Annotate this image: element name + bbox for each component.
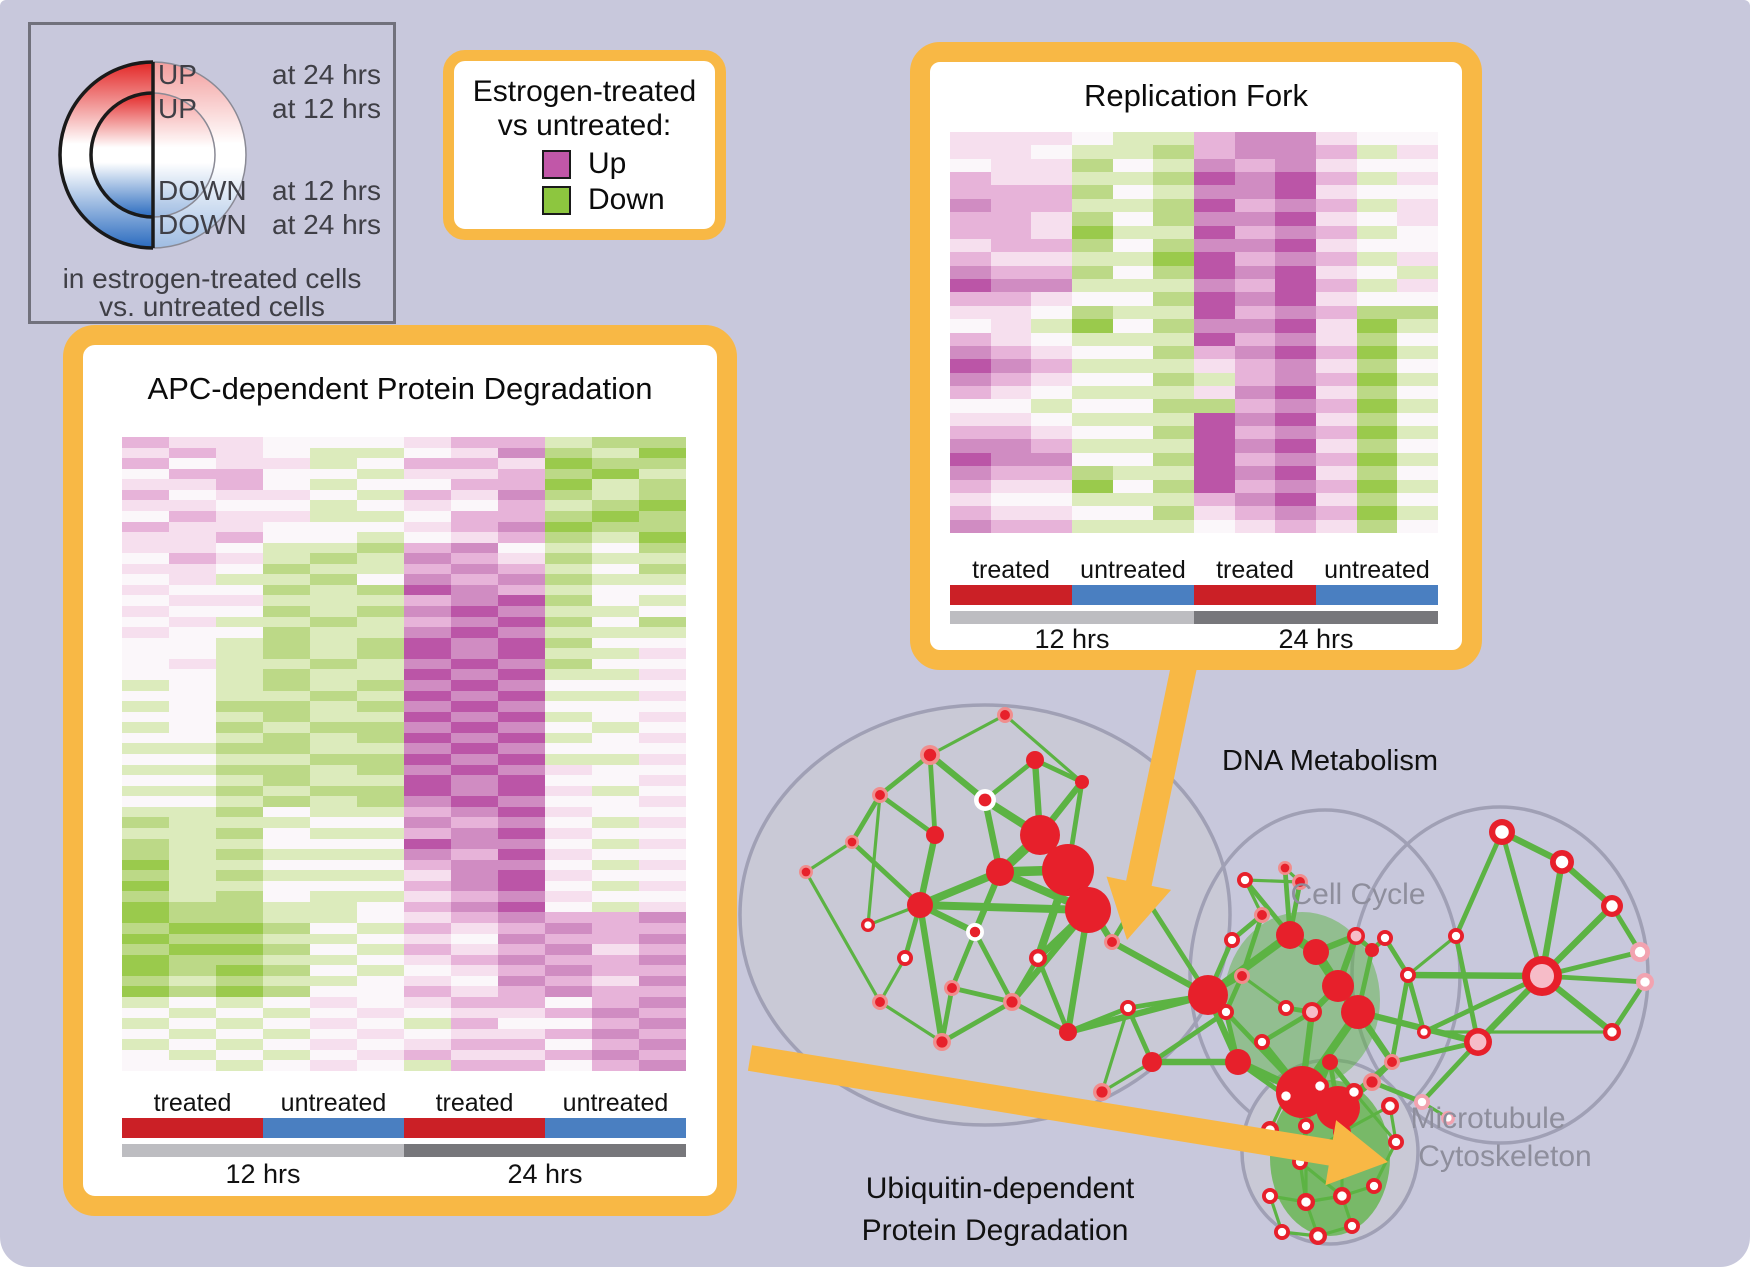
- apc-group-labels: treated untreated treated untreated: [122, 1089, 686, 1118]
- rf-24hrs-label: 24 hrs: [1278, 624, 1354, 654]
- apc-degradation-panel: APC-dependent Protein Degradation treate…: [63, 325, 737, 1216]
- rf-12hrs-label: 12 hrs: [1034, 624, 1110, 654]
- rf-time-bar: [950, 611, 1438, 624]
- rf-bar-treated-1: [950, 585, 1072, 605]
- rf-treated-1: treated: [972, 556, 1050, 584]
- apc-treatment-colorbar: [122, 1118, 686, 1138]
- apc-heatmap: [122, 437, 686, 1071]
- rf-untreated-2: untreated: [1324, 556, 1430, 584]
- apc-bar-untreated-2: [545, 1118, 686, 1138]
- apc-time-bar: [122, 1144, 686, 1157]
- rf-group-labels: treated untreated treated untreated: [950, 556, 1438, 585]
- cell-cycle-label: Cell Cycle: [1290, 878, 1425, 911]
- updown-legend-title-line2: vs untreated:: [497, 109, 672, 142]
- rf-treatment-colorbar: [950, 585, 1438, 605]
- apc-24hrs-label: 24 hrs: [507, 1159, 583, 1189]
- microtubule-label-line2: Cytoskeleton: [1418, 1140, 1591, 1173]
- apc-time-labels: 12 hrs 24 hrs: [122, 1159, 686, 1190]
- rf-time-labels: 12 hrs 24 hrs: [950, 624, 1438, 655]
- apc-untreated-2: untreated: [562, 1089, 669, 1117]
- ring-legend-caption-1: in estrogen-treated cells: [62, 263, 362, 294]
- replication-fork-title: Replication Fork: [1084, 78, 1308, 113]
- ring-legend-time-2: at 12 hrs: [272, 93, 381, 124]
- apc-treated-1: treated: [153, 1089, 232, 1117]
- rf-bar-untreated-1: [1072, 585, 1194, 605]
- updown-legend-title-line1: Estrogen-treated: [472, 75, 697, 108]
- up-label: Up: [588, 147, 627, 180]
- apc-12hrs-label: 12 hrs: [225, 1159, 301, 1189]
- ring-legend-dir-1: UP: [158, 59, 197, 90]
- apc-bar-untreated-1: [263, 1118, 404, 1138]
- rf-bar-12hrs: [950, 611, 1194, 624]
- ring-legend-time-3: at 12 hrs: [272, 175, 381, 206]
- ubiquitin-label-line2: Protein Degradation: [862, 1214, 1129, 1247]
- ring-legend-dir-4: DOWN: [158, 209, 247, 240]
- updown-legend: Estrogen-treated vs untreated: Up Down: [443, 50, 726, 240]
- apc-untreated-1: untreated: [280, 1089, 387, 1117]
- network-nodes: [799, 707, 1654, 1245]
- apc-treated-2: treated: [435, 1089, 514, 1117]
- ring-legend-dir-3: DOWN: [158, 175, 247, 206]
- down-swatch: [542, 185, 571, 215]
- replication-fork-heatmap: [950, 132, 1438, 533]
- apc-bar-treated-1: [122, 1118, 263, 1138]
- apc-title: APC-dependent Protein Degradation: [147, 371, 653, 406]
- up-swatch: [542, 149, 571, 179]
- microtubule-label-line1: Microtubule: [1410, 1102, 1565, 1135]
- updown-ring-glyph-icon: [58, 60, 247, 250]
- ring-legend-time-1: at 24 hrs: [272, 59, 381, 90]
- rf-bar-untreated-2: [1316, 585, 1438, 605]
- ubiquitin-label-line1: Ubiquitin-dependent: [866, 1172, 1135, 1205]
- ring-legend-dir-2: UP: [158, 93, 197, 124]
- ring-legend-time-4: at 24 hrs: [272, 209, 381, 240]
- apc-bar-treated-2: [404, 1118, 545, 1138]
- replication-fork-panel: Replication Fork treated untreated treat…: [910, 42, 1482, 670]
- dna-metabolism-label: DNA Metabolism: [1222, 745, 1438, 777]
- node-color-legend: UP at 24 hrs UP at 12 hrs DOWN at 12 hrs…: [28, 22, 396, 324]
- ring-legend-caption-2: vs. untreated cells: [99, 291, 325, 322]
- down-label: Down: [588, 183, 665, 216]
- arrow-apc-to-ubiquitin: [747, 1045, 1388, 1186]
- rf-bar-24hrs: [1194, 611, 1438, 624]
- arrow-replication-fork-to-dna: [1106, 649, 1200, 940]
- panel-pointer-arrows: [747, 649, 1388, 1186]
- apc-bar-12hrs: [122, 1144, 404, 1157]
- apc-bar-24hrs: [404, 1144, 686, 1157]
- rf-untreated-1: untreated: [1080, 556, 1186, 584]
- rf-treated-2: treated: [1216, 556, 1294, 584]
- rf-bar-treated-2: [1194, 585, 1316, 605]
